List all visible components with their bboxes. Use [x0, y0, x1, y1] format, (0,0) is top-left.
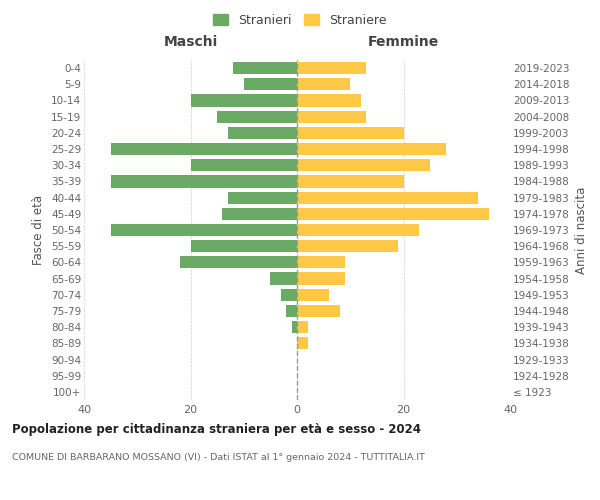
- Bar: [297, 272, 345, 284]
- Bar: [180, 256, 297, 268]
- Bar: [297, 224, 419, 236]
- Bar: [110, 143, 297, 155]
- Bar: [297, 127, 404, 139]
- Bar: [281, 288, 297, 301]
- Bar: [223, 208, 297, 220]
- Bar: [297, 62, 366, 74]
- Text: Popolazione per cittadinanza straniera per età e sesso - 2024: Popolazione per cittadinanza straniera p…: [12, 422, 421, 436]
- Bar: [297, 94, 361, 106]
- Bar: [297, 240, 398, 252]
- Bar: [297, 288, 329, 301]
- Bar: [297, 143, 446, 155]
- Bar: [297, 208, 489, 220]
- Text: COMUNE DI BARBARANO MOSSANO (VI) - Dati ISTAT al 1° gennaio 2024 - TUTTITALIA.IT: COMUNE DI BARBARANO MOSSANO (VI) - Dati …: [12, 452, 425, 462]
- Bar: [244, 78, 297, 90]
- Bar: [297, 110, 366, 122]
- Bar: [191, 94, 297, 106]
- Bar: [228, 127, 297, 139]
- Bar: [271, 272, 297, 284]
- Bar: [110, 176, 297, 188]
- Bar: [297, 321, 308, 333]
- Text: Maschi: Maschi: [163, 34, 218, 48]
- Bar: [217, 110, 297, 122]
- Bar: [297, 192, 478, 203]
- Bar: [297, 256, 345, 268]
- Bar: [110, 224, 297, 236]
- Bar: [297, 159, 430, 172]
- Y-axis label: Fasce di età: Fasce di età: [32, 195, 46, 265]
- Bar: [191, 240, 297, 252]
- Text: Femmine: Femmine: [368, 34, 439, 48]
- Bar: [297, 176, 404, 188]
- Bar: [191, 159, 297, 172]
- Bar: [297, 305, 340, 317]
- Bar: [286, 305, 297, 317]
- Bar: [228, 192, 297, 203]
- Bar: [233, 62, 297, 74]
- Bar: [297, 338, 308, 349]
- Legend: Stranieri, Straniere: Stranieri, Straniere: [213, 14, 387, 26]
- Y-axis label: Anni di nascita: Anni di nascita: [575, 186, 588, 274]
- Bar: [297, 78, 350, 90]
- Bar: [292, 321, 297, 333]
